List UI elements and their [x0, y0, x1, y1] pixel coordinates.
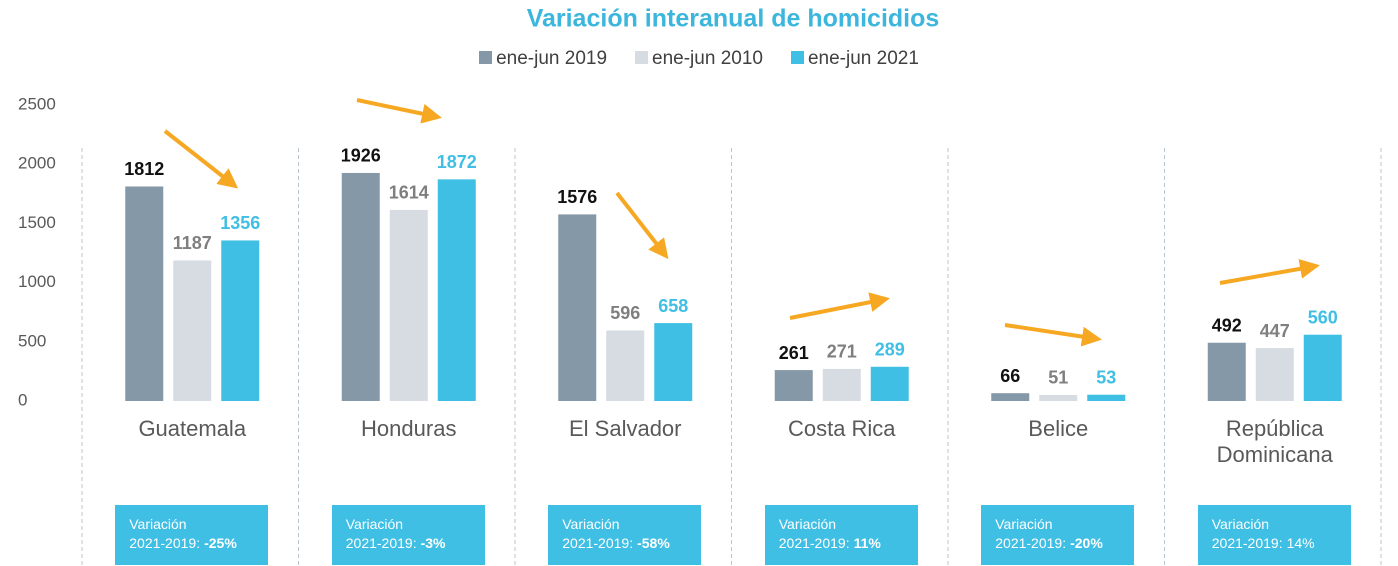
y-tick-label: 1500: [18, 213, 56, 232]
variation-value: -20%: [1070, 535, 1103, 551]
x-tick-label: Belice: [1028, 416, 1089, 441]
bar: [1087, 394, 1126, 401]
value-label: 66: [1000, 366, 1020, 386]
variation-line: 2021-2019: 11%: [779, 534, 918, 553]
x-tick-label: Honduras: [361, 416, 457, 441]
value-label: 1187: [173, 233, 212, 253]
variation-value: -25%: [204, 535, 237, 551]
variation-box: Variación 2021-2019: -25%: [115, 505, 269, 565]
variation-title: Variación: [1211, 516, 1270, 532]
variation-value: 11%: [853, 535, 881, 551]
variation-box: Variación 2021-2019: 11%: [764, 505, 918, 565]
variation-prefix: 2021-2019:: [129, 535, 201, 551]
bar: [173, 260, 212, 401]
bar: [221, 240, 260, 401]
variation-value: -3%: [420, 535, 446, 551]
value-label: 1812: [124, 159, 164, 179]
bar: [822, 368, 861, 401]
variation-title: Variación: [778, 516, 837, 532]
variation-box: Variación 2021-2019: -3%: [331, 505, 485, 565]
x-tick-label: El Salvador: [568, 416, 682, 441]
bar: [606, 330, 645, 401]
y-tick-label: 0: [18, 390, 27, 409]
legend-item: ene-jun 2010: [635, 48, 763, 70]
arrows: [163, 98, 1320, 347]
bar: [1039, 394, 1078, 401]
variation-box: Variación 2021-2019: -20%: [981, 505, 1135, 565]
variation-title: Variación: [995, 516, 1053, 532]
value-label: 492: [1212, 315, 1242, 335]
y-tick-label: 500: [18, 331, 46, 350]
value-label: 1576: [557, 187, 597, 207]
value-label: 1356: [220, 213, 260, 233]
x-tick-label: Guatemala: [138, 416, 247, 441]
value-label: 53: [1096, 367, 1116, 387]
variation-line: 2021-2019: 14%: [1212, 534, 1351, 553]
legend: ene-jun 2019 ene-jun 2010 ene-jun 2021: [0, 48, 1398, 70]
value-label: 1614: [389, 183, 429, 203]
variation-prefix: 2021-2019:: [345, 535, 417, 551]
bar: [1207, 342, 1246, 401]
variation-line: 2021-2019: -3%: [346, 534, 485, 553]
variation-prefix: 2021-2019:: [562, 535, 634, 551]
variation-title: Variación: [129, 516, 187, 532]
bar: [991, 393, 1030, 401]
bar: [341, 172, 380, 401]
legend-swatch: [635, 51, 649, 64]
bar: [654, 323, 693, 401]
variation-line: 2021-2019: -58%: [562, 534, 701, 553]
value-label: 1926: [341, 146, 381, 166]
value-label: 261: [779, 343, 809, 363]
bar: [125, 186, 164, 401]
value-label: 271: [827, 342, 857, 362]
variation-prefix: 2021-2019:: [778, 535, 850, 551]
value-label: 289: [875, 340, 905, 360]
variation-title: Variación: [345, 516, 404, 532]
chart-title: Variación interanual de homicidios: [527, 5, 940, 33]
bar: [1255, 348, 1294, 401]
bar: [870, 366, 909, 401]
value-label: 658: [658, 296, 688, 316]
bar: [437, 179, 476, 401]
variation-title: Variación: [562, 516, 620, 532]
legend-label: ene-jun 2021: [807, 48, 919, 69]
legend-swatch: [479, 51, 493, 64]
variation-box: Variación 2021-2019: -58%: [548, 505, 702, 565]
value-label: 1872: [437, 152, 477, 172]
variation-prefix: 2021-2019:: [1211, 535, 1283, 551]
legend-label: ene-jun 2019: [496, 48, 608, 69]
x-tick-label: República Dominicana: [1216, 416, 1333, 467]
variation-prefix: 2021-2019:: [995, 535, 1067, 551]
legend-label: ene-jun 2010: [652, 48, 763, 69]
legend-swatch: [790, 51, 804, 64]
x-tick-label: Costa Rica: [787, 416, 896, 441]
value-label: 51: [1048, 368, 1068, 388]
bar: [558, 214, 597, 401]
bar: [1303, 334, 1342, 401]
variation-box: Variación 2021-2019: 14%: [1197, 505, 1351, 565]
variation-line: 2021-2019: -20%: [995, 534, 1134, 553]
value-label: 447: [1260, 321, 1290, 341]
y-tick-label: 1000: [18, 272, 56, 291]
variation-value: 14%: [1286, 535, 1315, 551]
y-tick-label: 2000: [18, 154, 56, 173]
legend-item: ene-jun 2019: [479, 48, 607, 70]
value-label: 596: [610, 303, 640, 323]
variation-value: -58%: [637, 535, 670, 551]
bar: [774, 370, 813, 401]
y-tick-label: 2500: [18, 94, 56, 113]
legend-item: ene-jun 2021: [790, 48, 919, 70]
bar: [389, 209, 428, 401]
variation-line: 2021-2019: -25%: [129, 534, 268, 553]
value-label: 560: [1308, 307, 1338, 327]
